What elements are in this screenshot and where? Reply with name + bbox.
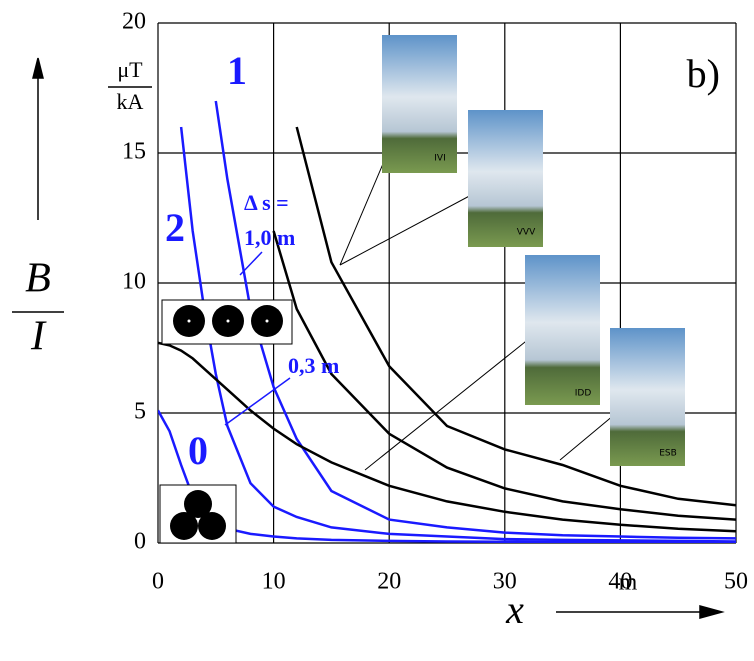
annotation: 1,0 m: [244, 225, 295, 250]
series-line: [158, 341, 736, 533]
tower-label: IDD: [575, 389, 592, 399]
series-line: [272, 230, 736, 521]
series-label: 1: [227, 48, 247, 93]
axis-decor: [12, 57, 725, 619]
cable-icon-trefoil: [159, 484, 237, 544]
series-label: 0: [188, 428, 208, 473]
x-tick-label: 30: [493, 569, 517, 595]
tower-label: IVI: [434, 154, 445, 164]
x-tick-label: 40: [608, 569, 632, 595]
y-tick-label: 15: [122, 139, 146, 165]
cable-icon-flat: [161, 299, 293, 345]
x-label: x: [505, 587, 524, 632]
panel-label: b): [687, 51, 720, 96]
tower-photos: [339, 35, 685, 471]
y-label-bottom: I: [30, 314, 47, 360]
y-tick-label: 10: [122, 269, 146, 295]
y-unit-bottom: kA: [117, 89, 144, 114]
y-tick-label: 5: [134, 399, 146, 425]
y-tick-label: 0: [134, 529, 146, 555]
tower-label: VVV: [517, 228, 536, 238]
annotation: 0,3 m: [288, 353, 339, 378]
y-label-top: B: [25, 256, 51, 302]
annotation-pointer: [239, 251, 263, 276]
annotation-pointer: [224, 377, 291, 426]
x-tick-label: 20: [377, 569, 401, 595]
x-tick-label: 50: [724, 569, 748, 595]
series-line: [295, 126, 736, 507]
x-unit: m: [619, 570, 638, 596]
annotation: Δ s =: [244, 190, 289, 215]
y-unit-top: μT: [117, 57, 143, 82]
x-tick-label: 10: [262, 569, 286, 595]
tower-label: ESB: [659, 449, 677, 459]
y-tick-label: 20: [122, 9, 146, 35]
x-tick-label: 0: [152, 569, 164, 595]
series-label: 2: [165, 205, 185, 250]
